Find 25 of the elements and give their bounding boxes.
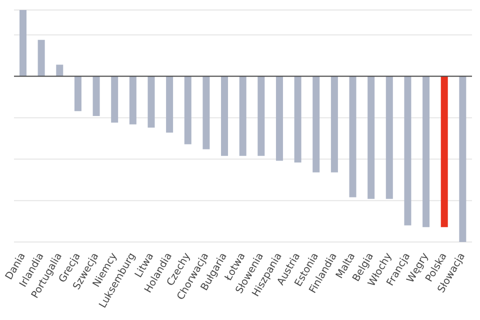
bar: [312, 76, 320, 172]
bar: [349, 76, 356, 198]
bar: [404, 76, 412, 226]
bar: [440, 76, 448, 228]
bar: [422, 76, 430, 228]
bar: [111, 76, 118, 123]
bar: [166, 76, 174, 133]
bar: [19, 10, 26, 76]
bar: [202, 76, 210, 150]
bar: [38, 40, 45, 76]
bar: [386, 76, 393, 199]
bar: [330, 76, 338, 172]
bar: [184, 76, 192, 144]
bar: [56, 64, 64, 76]
bar: [239, 76, 246, 156]
bar: [459, 76, 466, 242]
bar: [294, 76, 302, 162]
bar: [368, 76, 375, 199]
bar: [92, 76, 100, 116]
bar: [74, 76, 82, 112]
bar: [148, 76, 155, 128]
bar: [129, 76, 136, 124]
bar: [258, 76, 265, 156]
bar: [221, 76, 228, 156]
bar: [276, 76, 283, 161]
